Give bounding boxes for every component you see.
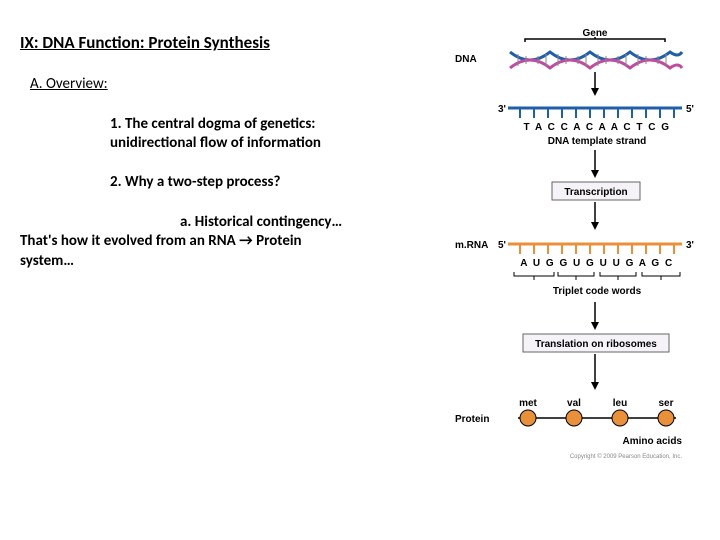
section-a-heading: A. Overview:	[30, 75, 440, 93]
transcription-label: Transcription	[564, 187, 627, 198]
item-2a-part2: That's how it evolved from an RNA	[20, 232, 236, 250]
protein-label: Protein	[455, 414, 489, 425]
dna-5prime: 5'	[686, 104, 694, 115]
page-title: IX: DNA Function: Protein Synthesis	[20, 32, 440, 53]
triplet-label: Triplet code words	[553, 286, 642, 297]
dna-3prime: 3'	[498, 104, 506, 115]
mrna-sequence: A U G G U G U U G A G C	[520, 258, 673, 269]
copyright-text: Copyright © 2009 Pearson Education, Inc.	[570, 453, 682, 460]
dna-label: DNA	[455, 54, 477, 65]
item-2a: a. Historical contingency… That's how it…	[20, 213, 440, 272]
item-1: 1. The central dogma of genetics: unidir…	[110, 115, 440, 153]
dna-template-label: DNA template strand	[548, 136, 647, 147]
item-1-line2: unidirectional flow of information	[110, 134, 321, 152]
triplet-brackets	[514, 272, 680, 280]
aa-3: ser	[658, 398, 673, 409]
dna-helix	[510, 52, 682, 68]
aa-0: met	[519, 398, 537, 409]
item-2a-part3: Protein	[256, 232, 302, 250]
mrna-label: m.RNA	[455, 240, 488, 251]
item-2: 2. Why a two-step process?	[110, 173, 440, 191]
central-dogma-diagram: Gene DNA 3' 5' T A C C A C A A C T C G D…	[450, 26, 710, 526]
dna-sequence: T A C C A C A A C T C G	[523, 122, 670, 133]
item-2a-part1: a. Historical contingency…	[180, 213, 342, 233]
item-2a-arrow: →	[239, 232, 253, 250]
amino-acids-label: Amino acids	[623, 436, 683, 447]
item-2a-part4: system…	[20, 252, 74, 270]
mrna-3prime: 3'	[686, 240, 694, 251]
mrna-5prime: 5'	[498, 240, 506, 251]
item-1-line1: 1. The central dogma of genetics:	[110, 115, 315, 133]
translation-label: Translation on ribosomes	[535, 339, 657, 350]
aa-2: leu	[613, 398, 627, 409]
aa-1: val	[567, 398, 581, 409]
